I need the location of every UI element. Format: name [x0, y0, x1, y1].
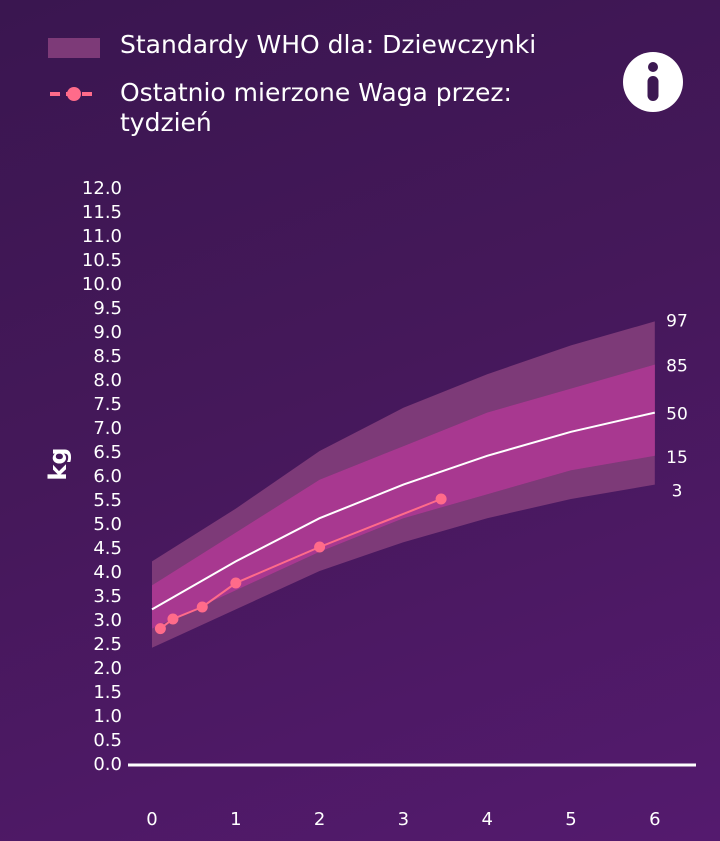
percentile-label-15: 15 — [666, 448, 688, 468]
percentile-label-85: 85 — [666, 357, 688, 377]
y-tick-label: 0.0 — [93, 754, 122, 775]
info-icon — [647, 62, 659, 101]
x-tick-label: 4 — [481, 809, 492, 830]
y-tick-label: 2.0 — [93, 658, 122, 679]
y-tick-label: 9.0 — [93, 322, 122, 343]
legend: Standardy WHO dla: Dziewczynki Ostatnio … — [48, 30, 608, 138]
y-tick-label: 8.5 — [93, 346, 122, 367]
legend-item-measured-weight: Ostatnio mierzone Waga przez: tydzień — [48, 78, 608, 138]
measured-weight-point — [154, 623, 166, 635]
median-line — [151, 411, 656, 611]
x-tick-label: 3 — [398, 809, 409, 830]
x-tick-label: 6 — [649, 809, 660, 830]
measured-weight-point — [196, 601, 208, 613]
y-tick-label: 3.5 — [93, 586, 122, 607]
y-tick-label: 6.0 — [93, 466, 122, 487]
y-tick-label: 1.0 — [93, 706, 122, 727]
band-p15-p85-overlay — [152, 364, 655, 629]
y-tick-label: 12.0 — [82, 178, 122, 199]
y-tick-label: 5.0 — [93, 514, 122, 535]
band-swatch — [48, 38, 100, 58]
y-tick-label: 6.5 — [93, 442, 122, 463]
legend-label-measured-weight: Ostatnio mierzone Waga przez: tydzień — [120, 78, 512, 137]
measured-weight-point — [314, 541, 326, 553]
y-tick-label: 3.0 — [93, 610, 122, 631]
x-tick-label: 0 — [146, 809, 157, 830]
y-tick-label: 10.0 — [82, 274, 122, 295]
y-tick-label: 11.5 — [82, 202, 122, 223]
y-tick-label: 4.0 — [93, 562, 122, 583]
y-tick-label: 4.5 — [93, 538, 122, 559]
legend-label-who-standards: Standardy WHO dla: Dziewczynki — [120, 30, 537, 59]
y-tick-label: 1.5 — [93, 682, 122, 703]
line-swatch — [48, 84, 100, 104]
y-tick-label: 2.5 — [93, 634, 122, 655]
line-dot-icon — [50, 87, 98, 101]
x-tick-label: 2 — [314, 809, 325, 830]
y-tick-label: 7.0 — [93, 418, 122, 439]
y-tick-label: 10.5 — [82, 250, 122, 271]
y-tick-label: 0.5 — [93, 730, 122, 751]
x-tick-label: 5 — [565, 809, 576, 830]
percentile-label-97: 97 — [666, 311, 688, 331]
y-tick-label: 8.0 — [93, 370, 122, 391]
y-tick-label: 7.5 — [93, 394, 122, 415]
y-tick-label: 11.0 — [82, 226, 122, 247]
y-tick-label: 5.5 — [93, 490, 122, 511]
y-tick-label: 9.5 — [93, 298, 122, 319]
info-button[interactable] — [623, 52, 683, 112]
percentile-label-50: 50 — [666, 405, 688, 425]
measured-weight-point — [230, 577, 242, 589]
legend-item-who-standards: Standardy WHO dla: Dziewczynki — [48, 30, 608, 60]
percentile-label-3: 3 — [672, 482, 683, 502]
x-tick-label: 1 — [230, 809, 241, 830]
measured-weight-point — [167, 613, 179, 625]
measured-weight-point — [435, 493, 447, 505]
